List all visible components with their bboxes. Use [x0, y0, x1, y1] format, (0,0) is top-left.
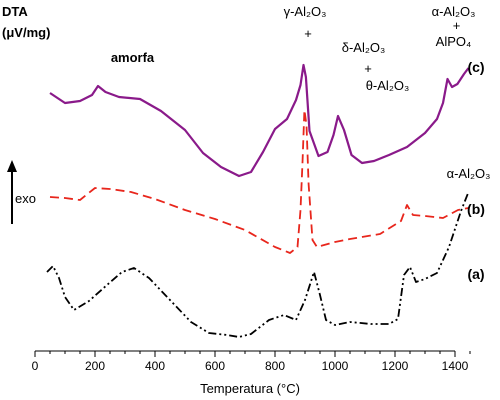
- series-layer: [46, 63, 470, 338]
- x-axis-label: Temperatura (°C): [200, 381, 300, 396]
- x-tick-label-1: 200: [85, 359, 105, 373]
- annotation-3: δ-Al₂O₃: [342, 40, 386, 55]
- series-line-1: [49, 109, 469, 254]
- x-ticks: 0 200 400 600 800 1000 1200 1400: [32, 351, 471, 373]
- x-tick-label-2: 400: [145, 359, 165, 373]
- curve-label-0: (c): [467, 59, 484, 75]
- exo-arrow-head: [7, 160, 17, 172]
- curve-label-1: (b): [467, 201, 485, 217]
- annotation-0: amorfa: [111, 50, 155, 65]
- x-tick-label-6: 1200: [382, 359, 409, 373]
- series-line-2: [46, 191, 470, 338]
- curve-label-2: (a): [467, 266, 484, 282]
- annotation-8: AlPO₄: [436, 34, 472, 49]
- x-tick-label-7: 1400: [442, 359, 469, 373]
- exo-indicator: exo: [7, 160, 36, 224]
- annotation-2: +: [304, 26, 312, 41]
- annotation-7: +: [453, 18, 461, 33]
- annotation-layer: (c) (b) (a) amorfa γ-Al₂O₃ + δ-Al₂O₃ + θ-Al₂O₃ α-…: [111, 4, 491, 282]
- x-tick-label-0: 0: [32, 359, 39, 373]
- x-tick-label-5: 1000: [322, 359, 349, 373]
- y-axis-label-line2: (μV/mg): [2, 25, 50, 40]
- annotation-1: γ-Al₂O₃: [284, 4, 327, 19]
- y-axis-label-line1: DTA: [2, 4, 28, 19]
- annotation-9: α-Al₂O₃: [447, 166, 491, 181]
- x-tick-label-4: 800: [265, 359, 285, 373]
- annotation-4: +: [364, 61, 372, 76]
- annotation-6: α-Al₂O₃: [432, 4, 476, 19]
- annotation-5: θ-Al₂O₃: [366, 78, 410, 93]
- x-tick-label-3: 600: [205, 359, 225, 373]
- exo-label: exo: [15, 191, 36, 206]
- series-line-0: [49, 63, 470, 178]
